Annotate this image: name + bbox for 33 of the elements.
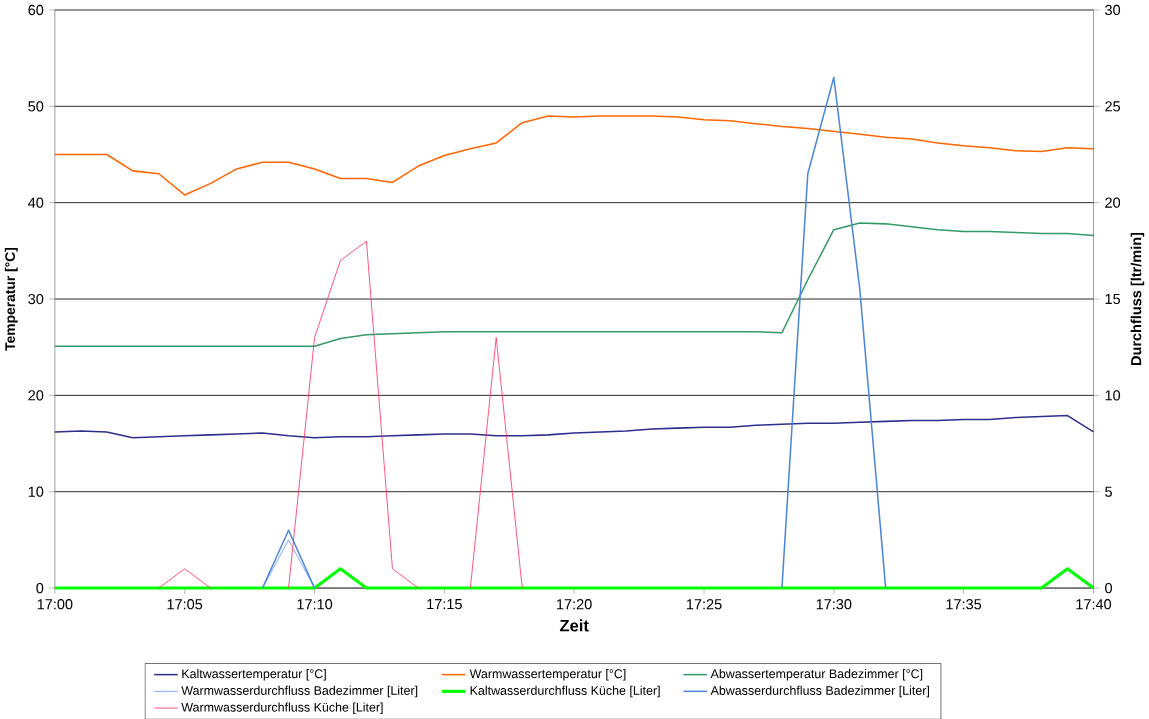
y2-tick-label: 25 [1105,100,1121,112]
y2-tick-label: 30 [1105,4,1121,15]
y-tick-label: 30 [28,293,44,304]
x-tick-label: 17:35 [946,598,982,610]
legend-label: Warmwasserdurchfluss Badezimmer [Liter] [181,685,418,698]
legend-label: Kaltwasserdurchfluss Küche [Liter] [470,685,660,698]
y-tick-label: 50 [28,100,44,112]
y2-tick-label: 0 [1105,582,1113,593]
y2-tick-label: 20 [1105,197,1121,208]
y-tick-label: 40 [28,197,44,208]
legend-label: Warmwasserdurchfluss Küche [Liter] [181,702,383,714]
legend-label: Abwassertemperatur Badezimmer [°C] [710,668,923,681]
x-tick-label: 17:15 [427,598,462,609]
x-tick-label: 17:00 [37,598,73,610]
x-tick-label: 17:10 [297,598,333,610]
y-axis-title: Temperatur [°C] [4,247,18,351]
legend-label: Warmwassertemperatur [°C] [469,668,626,681]
y-tick-label: 0 [36,582,44,593]
y2-tick-label: 10 [1105,390,1121,401]
y-tick-label: 60 [28,4,44,15]
legend-label: Kaltwassertemperatur [°C] [182,668,326,681]
y-tick-label: 20 [28,390,44,401]
x-tick-label: 17:20 [557,598,592,610]
x-tick-label: 17:05 [167,598,203,610]
x-tick-label: 17:40 [1076,598,1112,610]
y2-tick-label: 5 [1105,486,1112,497]
y-tick-label: 10 [28,486,44,497]
x-tick-label: 17:30 [816,598,852,610]
x-tick-label: 17:25 [686,598,722,610]
legend-label: Abwasserdurchfluss Badezimmer [Liter] [710,685,929,698]
x-axis-title: Zeit [559,619,589,632]
y2-axis-title: Durchfluss [ltr/min] [1130,232,1145,365]
y2-tick-label: 15 [1105,293,1121,304]
